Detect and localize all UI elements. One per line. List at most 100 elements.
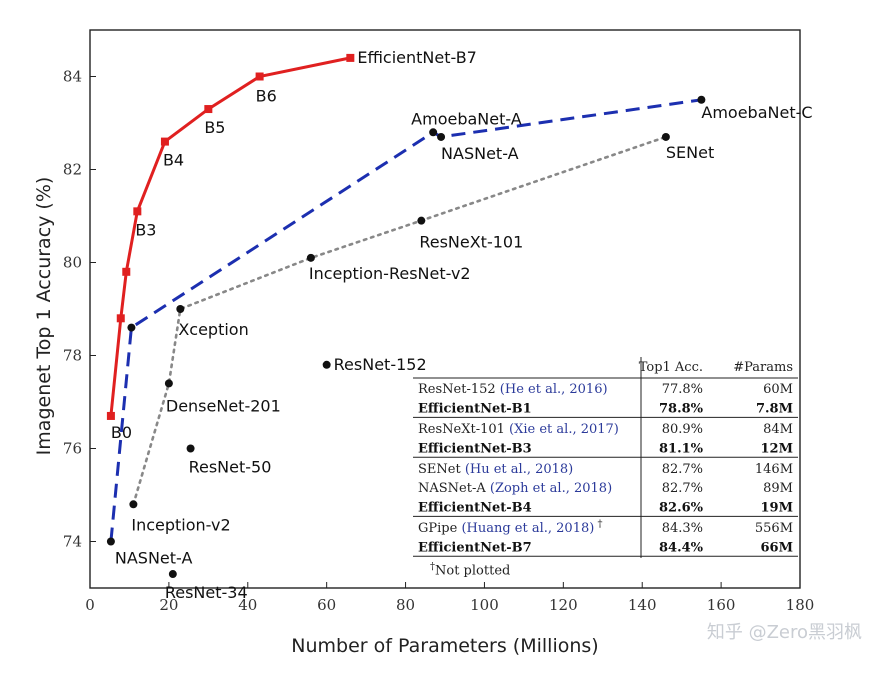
table-header-params: #Params [733, 360, 793, 375]
table-cell-model: SENet (Hu et al., 2018) [418, 462, 573, 477]
data-label-handcrafted: Xception [178, 320, 248, 339]
data-label-nas: AmoebaNet-C [701, 103, 812, 122]
data-label-efficientnet: B3 [135, 220, 156, 239]
data-point-efficientnet [204, 105, 213, 114]
data-point-handcrafted [661, 132, 670, 141]
standalone-points: ResNet-50 ResNet-152 ResNet-34 [165, 355, 427, 602]
series-efficientnet: B0 B3 B4 B5 B6 EfficientNet-B7 [106, 48, 477, 442]
table-cell-acc: 81.1% [659, 441, 704, 456]
data-point-handcrafted [164, 379, 173, 388]
data-label-efficientnet: B4 [163, 151, 184, 170]
table-citation: (Hu et al., 2018) [465, 462, 573, 477]
data-label-efficientnet: B0 [111, 423, 132, 442]
x-tick-label: 120 [549, 596, 578, 614]
table-cell-acc: 80.9% [662, 422, 703, 437]
table-model-name: EfficientNet-B7 [418, 540, 532, 555]
data-point-standalone [168, 570, 177, 579]
table-cell-model: EfficientNet-B3 [418, 441, 532, 456]
table-cell-params: 19M [761, 500, 793, 515]
data-point-standalone [186, 444, 195, 453]
table-dagger: † [594, 519, 602, 530]
table-citation: (He et al., 2016) [500, 382, 608, 397]
y-tick-label: 76 [63, 440, 82, 458]
series-line-efficientnet [109, 56, 351, 417]
data-label-nas: AmoebaNet-A [411, 109, 522, 128]
x-tick-label: 60 [317, 596, 336, 614]
x-tick-label: 140 [628, 596, 657, 614]
table-cell-params: 12M [761, 441, 793, 456]
series-handcrafted: Inception-v2 DenseNet-201 Xception Inceptio… [129, 132, 714, 534]
data-label-handcrafted: DenseNet-201 [166, 396, 281, 415]
table-cell-params: 84M [763, 422, 793, 437]
table-model-name: EfficientNet-B4 [418, 500, 532, 515]
table-model-name: GPipe [418, 521, 461, 536]
table-cell-model: EfficientNet-B4 [418, 500, 532, 515]
table-cell-model: ResNet-152 (He et al., 2016) [418, 382, 608, 397]
table-citation: (Zoph et al., 2018) [490, 481, 612, 496]
data-point-efficientnet [346, 53, 355, 62]
table-cell-params: 60M [763, 382, 793, 397]
data-point-nas [127, 323, 136, 332]
table-cell-model: EfficientNet-B7 [418, 540, 532, 555]
table-cell-params: 66M [761, 540, 793, 555]
data-label-standalone: ResNet-34 [165, 583, 248, 602]
table-citation: (Huang et al., 2018) [461, 521, 594, 536]
data-point-handcrafted [176, 305, 185, 313]
table-cell-acc: 82.7% [662, 462, 703, 477]
x-tick-label: 40 [238, 596, 257, 614]
watermark: 知乎 @Zero黑羽枫 [707, 622, 862, 643]
data-label-nas: NASNet-A [115, 549, 193, 568]
data-point-nas [429, 128, 438, 137]
data-label-standalone: ResNet-50 [189, 458, 272, 477]
table-cell-model: GPipe (Huang et al., 2018) † [418, 519, 603, 536]
data-point-efficientnet [122, 267, 131, 276]
data-label-standalone: ResNet-152 [334, 355, 427, 374]
x-tick-label: 0 [85, 596, 95, 614]
axis-ticks: 0 20 40 60 80 100 120 140 160 180 74 76 78 80 82 84 [63, 68, 814, 615]
table-model-name: NASNet-A [418, 481, 490, 496]
data-label-handcrafted: Inception-ResNet-v2 [309, 264, 471, 283]
data-point-handcrafted [306, 253, 315, 262]
table-model-name: EfficientNet-B3 [418, 441, 532, 456]
x-axis-label: Number of Parameters (Millions) [291, 635, 598, 657]
data-label-handcrafted: SENet [666, 143, 714, 162]
x-tick-label: 100 [470, 596, 499, 614]
table-cell-acc: 78.8% [659, 401, 704, 416]
y-tick-label: 84 [63, 68, 82, 86]
table-footnote: †Not plotted [430, 562, 510, 579]
data-point-efficientnet [133, 207, 142, 216]
x-tick-label: 180 [786, 596, 815, 614]
y-tick-label: 78 [63, 347, 82, 365]
data-point-nas [697, 95, 706, 104]
data-label-efficientnet: B6 [256, 87, 277, 106]
data-label-handcrafted: ResNeXt-101 [419, 233, 523, 252]
table-cell-params: 89M [763, 481, 793, 496]
plot-area [89, 29, 801, 589]
table-model-name: ResNet-152 [418, 382, 500, 397]
table-header-acc: Top1 Acc. [639, 360, 703, 375]
table-cell-model: EfficientNet-B1 [418, 401, 532, 416]
y-tick-label: 82 [63, 161, 82, 179]
data-point-nas [437, 132, 446, 141]
x-tick-label: 160 [707, 596, 736, 614]
data-label-efficientnet: B5 [204, 118, 225, 137]
data-point-nas [106, 537, 115, 546]
table-model-name: SENet [418, 462, 465, 477]
data-label-handcrafted: Inception-v2 [131, 515, 230, 534]
table-cell-model: NASNet-A (Zoph et al., 2018) [418, 481, 612, 496]
y-tick-label: 74 [63, 533, 82, 551]
table-cell-acc: 84.3% [662, 521, 703, 536]
comparison-table: Top1 Acc. #Params ResNet-152 (He et al., 2… [413, 357, 798, 579]
y-tick-label: 80 [63, 254, 82, 272]
series-layer: B0 B3 B4 B5 B6 EfficientNet-B7 NASNet-A AmoebaN… [106, 48, 813, 568]
data-point-efficientnet [106, 411, 115, 420]
table-cell-params: 7.8M [756, 401, 793, 416]
data-point-handcrafted [129, 500, 138, 509]
data-point-efficientnet [255, 72, 264, 81]
plot-frame [89, 29, 801, 589]
table-cell-acc: 82.6% [659, 500, 704, 515]
data-label-nas: NASNet-A [441, 144, 519, 163]
table-cell-acc: 82.7% [662, 481, 703, 496]
table-cell-acc: 84.4% [659, 540, 704, 555]
